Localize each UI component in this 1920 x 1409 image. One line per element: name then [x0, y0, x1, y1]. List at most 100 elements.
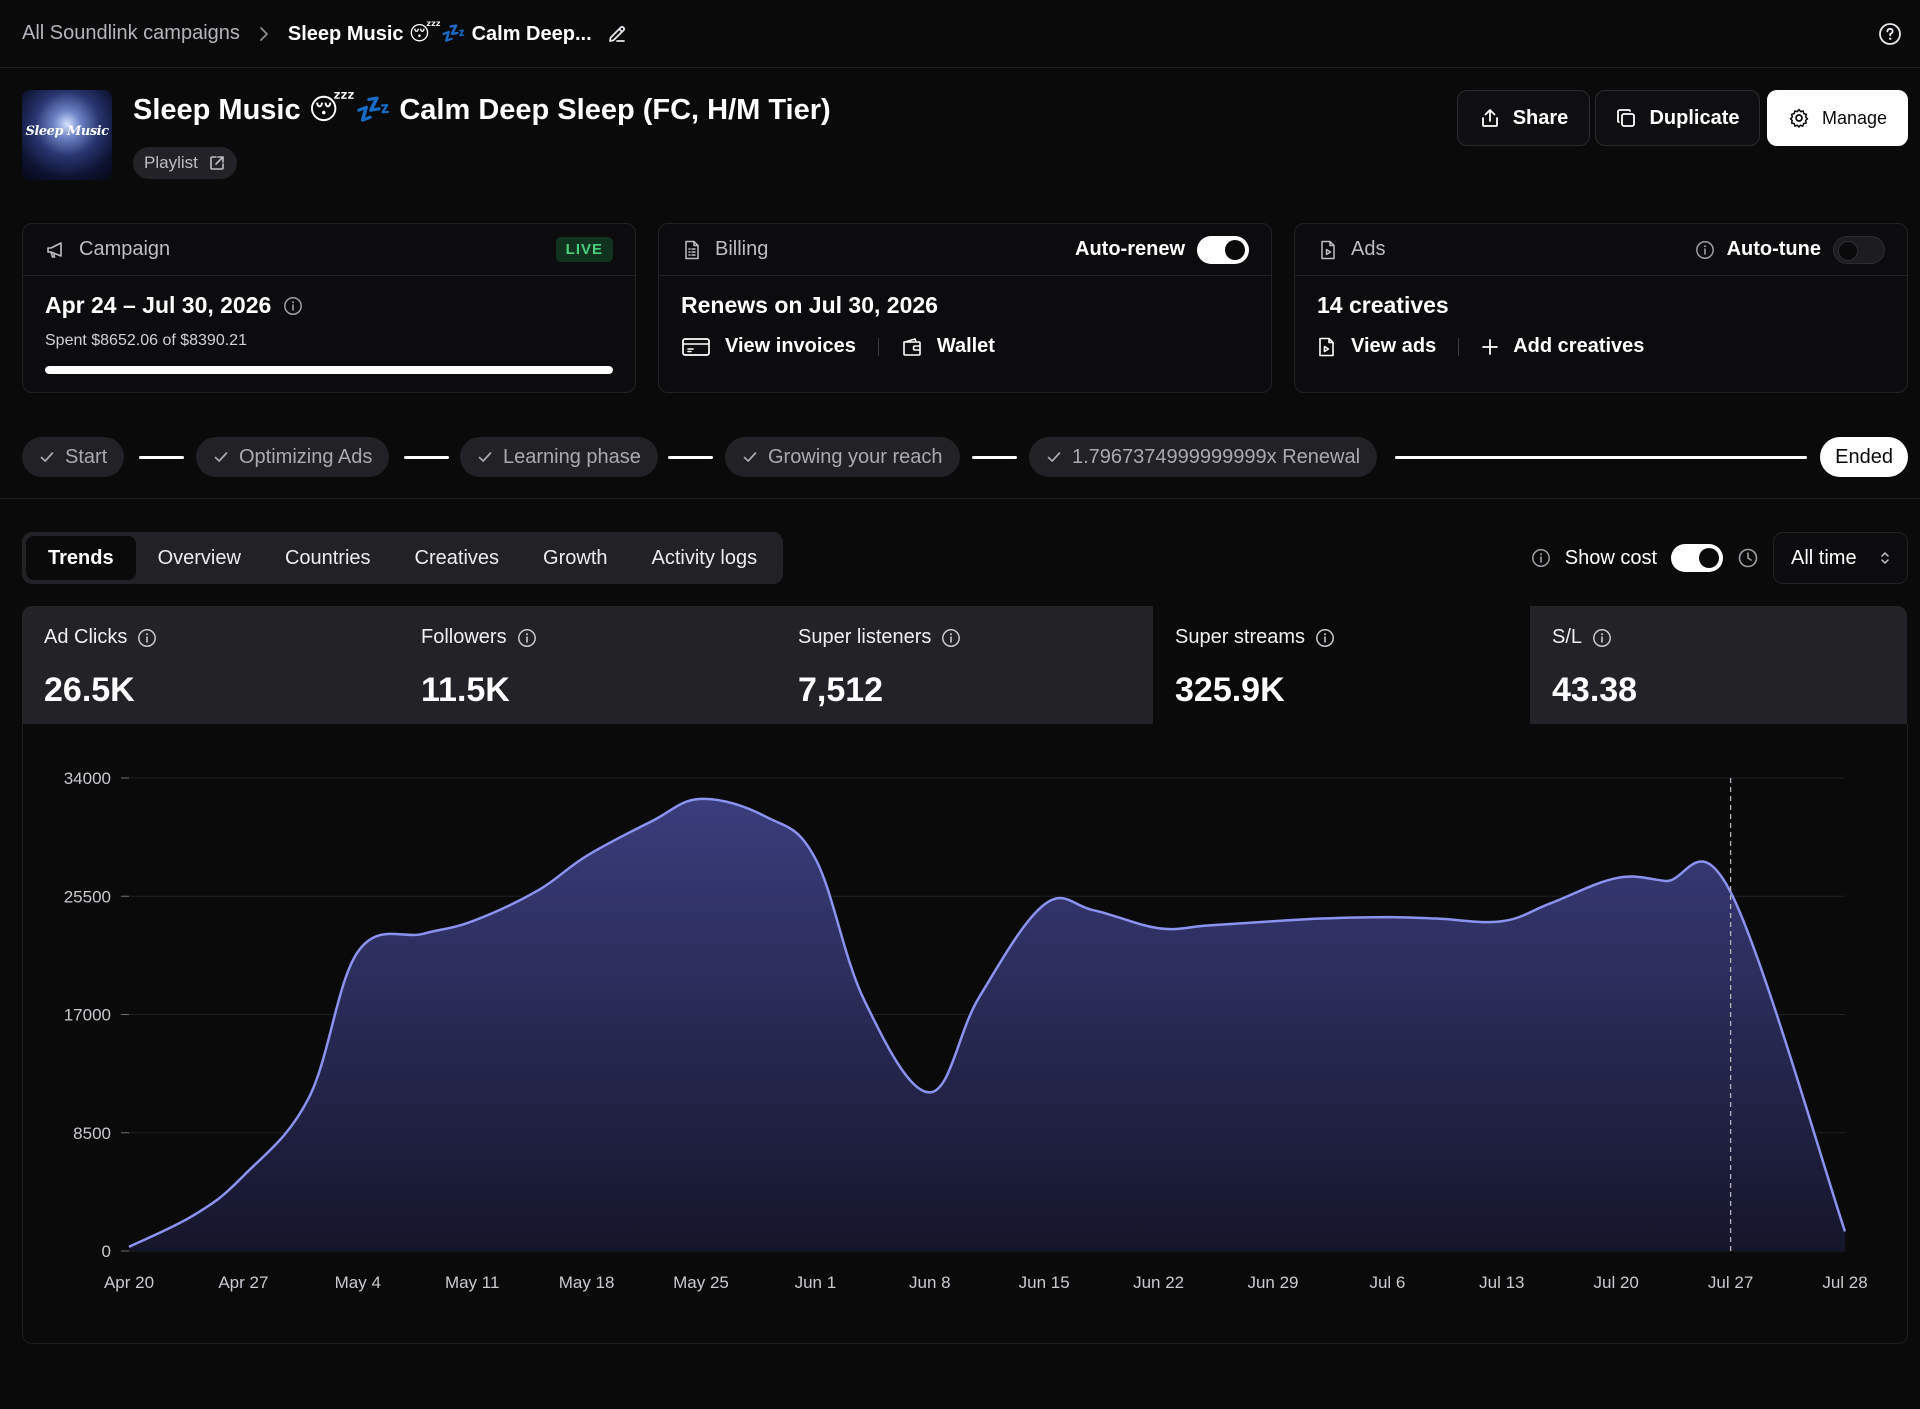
edit-pencil-icon[interactable]: [606, 23, 628, 45]
data-point[interactable]: [306, 1095, 312, 1101]
data-point[interactable]: [649, 818, 655, 824]
time-range-value: All time: [1791, 546, 1857, 569]
data-point[interactable]: [1319, 916, 1325, 922]
metric-value: 43.38: [1552, 671, 1638, 709]
data-point[interactable]: [1090, 907, 1096, 913]
auto-renew-toggle[interactable]: [1197, 235, 1249, 264]
tab-overview[interactable]: Overview: [157, 546, 241, 569]
top-bar: All Soundlink campaigns Sleep Music 😴💤 C…: [0, 0, 1920, 68]
duplicate-icon: [1615, 107, 1637, 129]
timeline-connector: [1395, 456, 1807, 459]
view-invoices-link[interactable]: View invoices: [681, 335, 856, 358]
data-point[interactable]: [1156, 925, 1162, 931]
data-point[interactable]: [763, 814, 769, 820]
data-point[interactable]: [1270, 918, 1276, 924]
breadcrumb-root-link[interactable]: All Soundlink campaigns: [22, 22, 240, 44]
data-point[interactable]: [1205, 922, 1211, 928]
info-icon[interactable]: [1592, 628, 1612, 648]
breadcrumb-current-label: Sleep Music 😴💤 Calm Deep...: [287, 23, 592, 45]
invoice-icon: [681, 336, 711, 358]
metrics-row: Ad Clicks 26.5K Followers 11.5K Super li…: [22, 606, 1908, 724]
data-point[interactable]: [584, 853, 590, 859]
info-icon[interactable]: [1531, 548, 1551, 568]
info-icon[interactable]: [137, 628, 157, 648]
tab-creatives[interactable]: Creatives: [414, 546, 500, 569]
data-point[interactable]: [1662, 878, 1668, 884]
metric-s-l[interactable]: S/L 43.38: [1530, 606, 1907, 724]
check-icon: [39, 449, 55, 465]
check-icon: [213, 449, 229, 465]
x-tick-label: Apr 20: [104, 1273, 154, 1292]
x-tick-label: Jul 6: [1369, 1273, 1405, 1292]
data-point[interactable]: [812, 856, 818, 862]
data-point[interactable]: [191, 1212, 197, 1218]
clock-icon[interactable]: [1737, 547, 1759, 569]
x-tick-label: Jul 13: [1479, 1273, 1524, 1292]
data-point[interactable]: [1548, 900, 1554, 906]
ads-card-heading: Ads: [1351, 238, 1386, 260]
info-icon[interactable]: [1695, 240, 1715, 260]
check-icon: [742, 449, 758, 465]
data-point[interactable]: [535, 888, 541, 894]
section-divider: [0, 498, 1920, 499]
data-point[interactable]: [420, 931, 426, 937]
data-point[interactable]: [1384, 914, 1390, 920]
tab-growth[interactable]: Growth: [543, 546, 608, 569]
data-point[interactable]: [126, 1244, 132, 1250]
data-point[interactable]: [861, 998, 867, 1004]
metric-ad-clicks[interactable]: Ad Clicks 26.5K: [22, 606, 399, 724]
metric-super-streams[interactable]: Super streams 325.9K: [1153, 606, 1530, 724]
external-link-icon: [208, 154, 226, 172]
x-tick-label: Jun 8: [909, 1273, 951, 1292]
tab-activity-logs[interactable]: Activity logs: [651, 546, 758, 569]
data-point[interactable]: [240, 1173, 246, 1179]
timeline-connector: [972, 456, 1017, 459]
plus-icon: [1481, 338, 1499, 356]
data-point[interactable]: [355, 949, 361, 955]
check-icon: [1046, 449, 1062, 465]
data-point[interactable]: [1499, 918, 1505, 924]
time-range-select[interactable]: All time: [1773, 532, 1908, 584]
metric-super-listeners[interactable]: Super listeners 7,512: [776, 606, 1153, 724]
data-point[interactable]: [1041, 902, 1047, 908]
trend-chart[interactable]: 0 8500 17000 25500 34000 Apr 20 Apr 27 May 4 May…: [23, 724, 1909, 1344]
breadcrumb-current: Sleep Music 😴💤 Calm Deep...: [288, 21, 628, 46]
chart-controls: Show cost All time: [1531, 532, 1908, 584]
megaphone-icon: [45, 239, 67, 261]
data-point[interactable]: [1842, 1229, 1848, 1235]
playlist-chip-label: Playlist: [144, 153, 198, 172]
tab-trends[interactable]: Trends: [26, 536, 136, 580]
info-icon[interactable]: [517, 628, 537, 648]
data-point[interactable]: [976, 995, 982, 1001]
auto-tune-toggle[interactable]: [1833, 235, 1885, 264]
series-area: [129, 798, 1845, 1251]
billing-card-header: Billing Auto-renew: [659, 224, 1271, 276]
duplicate-button[interactable]: Duplicate: [1595, 90, 1760, 146]
help-icon[interactable]: [1878, 22, 1902, 46]
share-button[interactable]: Share: [1457, 90, 1590, 146]
info-icon[interactable]: [941, 628, 961, 648]
data-point[interactable]: [698, 796, 704, 802]
playlist-link-chip[interactable]: Playlist: [133, 147, 237, 179]
info-icon[interactable]: [283, 296, 303, 316]
stage-growing-reach: Growing your reach: [725, 437, 960, 477]
budget-progress-fill: [45, 366, 613, 374]
timeline-connector: [404, 456, 449, 459]
show-cost-toggle[interactable]: [1671, 544, 1723, 572]
data-point[interactable]: [1613, 875, 1619, 881]
metric-followers[interactable]: Followers 11.5K: [399, 606, 776, 724]
data-point[interactable]: [469, 918, 475, 924]
x-tick-label: Jun 1: [795, 1273, 837, 1292]
add-creatives-link[interactable]: Add creatives: [1481, 335, 1644, 358]
show-cost-label: Show cost: [1564, 546, 1657, 569]
manage-button[interactable]: Manage: [1767, 90, 1908, 146]
share-icon: [1479, 107, 1501, 129]
tab-countries[interactable]: Countries: [284, 546, 371, 569]
info-icon[interactable]: [1315, 628, 1335, 648]
y-tick-label: 34000: [64, 769, 111, 788]
data-point[interactable]: [1433, 916, 1439, 922]
data-point[interactable]: [927, 1089, 933, 1095]
view-ads-link[interactable]: View ads: [1317, 335, 1436, 358]
wallet-link[interactable]: Wallet: [901, 335, 995, 358]
view-tabs: Trends Overview Countries Creatives Grow…: [22, 532, 784, 584]
